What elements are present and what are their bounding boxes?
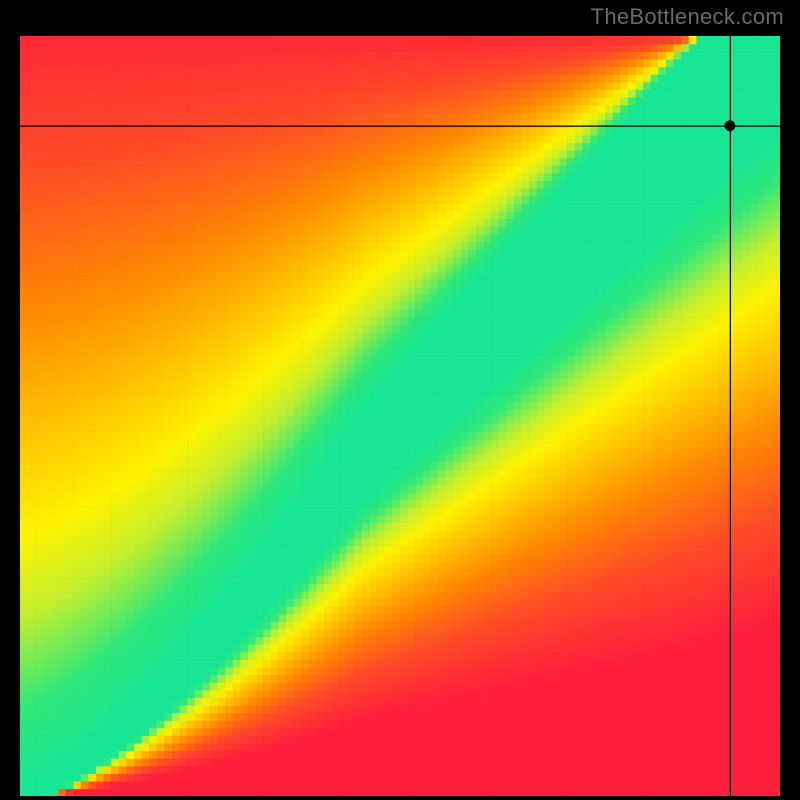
root-container: TheBottleneck.com xyxy=(0,0,800,800)
watermark-text: TheBottleneck.com xyxy=(591,4,784,30)
bottleneck-heatmap-canvas xyxy=(20,36,780,796)
plot-area xyxy=(20,36,780,796)
